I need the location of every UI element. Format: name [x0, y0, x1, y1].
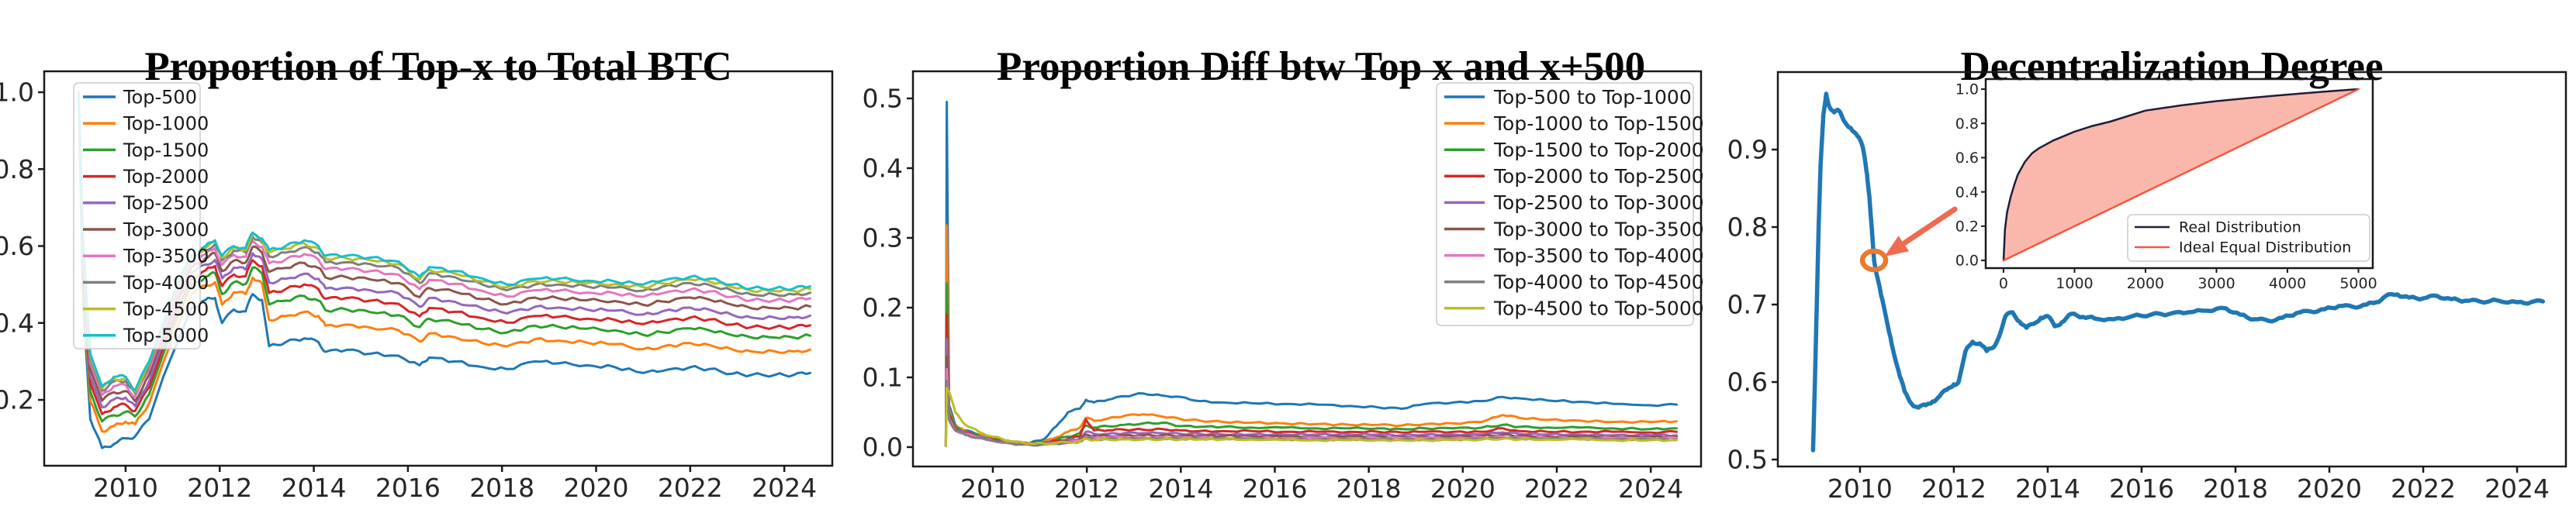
legend-label: Top-1000: [123, 113, 209, 135]
series-line-ideal-equal-distribution: [2002, 88, 2360, 262]
axes-frame: [1984, 77, 2374, 270]
legend-label: Real Distribution: [2179, 219, 2301, 236]
x-tick-label: 2018: [1336, 473, 1402, 504]
x-tick-label: 2012: [1054, 473, 1119, 504]
x-tick-label: 2016: [375, 473, 441, 503]
x-tick-label: 2020: [564, 473, 629, 503]
y-tick-label: 0.6: [0, 231, 34, 261]
x-tick-label: 0: [1999, 275, 2008, 292]
series-line-top-2500-to-top-3000: [944, 338, 1678, 447]
legend-label: Top-2500 to Top-3000: [1493, 191, 1704, 214]
legend-label: Top-1500 to Top-2000: [1493, 139, 1704, 161]
legend-label: Top-500 to Top-1000: [1493, 86, 1692, 108]
y-tick-label: 0.4: [0, 308, 34, 338]
x-tick-label: 2022: [658, 473, 723, 503]
series-line-top-2000: [77, 91, 811, 415]
y-tick-label: 0.2: [0, 385, 34, 415]
legend-label: Top-500: [123, 86, 197, 108]
legend-box: [2127, 214, 2370, 262]
y-tick-label: 0.6: [1727, 367, 1768, 398]
y-tick-label: 0.4: [1955, 184, 1979, 201]
y-tick-label: 0.6: [1955, 150, 1979, 167]
y-tick-label: 0.8: [1727, 212, 1768, 243]
legend-label: Top-1500: [123, 139, 209, 161]
x-tick-label: 2014: [282, 473, 347, 503]
axes-frame: [1776, 71, 2567, 468]
y-tick-label: 1.0: [1955, 81, 1979, 98]
y-tick-label: 0.4: [863, 153, 903, 184]
y-tick-label: 1.0: [0, 77, 34, 108]
x-tick-label: 2014: [1148, 473, 1213, 504]
x-tick-label: 2024: [752, 473, 817, 503]
legend-label: Top-5000: [123, 325, 209, 346]
legend-label: Top-3500 to Top-4000: [1493, 244, 1704, 267]
legend-label: Top-3000 to Top-3500: [1493, 218, 1704, 240]
y-tick-label: 0.8: [1955, 115, 1979, 133]
x-tick-label: 5000: [2339, 275, 2377, 292]
series-line-top-4500-to-top-5000: [944, 387, 1678, 447]
x-tick-label: 2022: [1524, 473, 1589, 504]
y-tick-label: 0.1: [863, 363, 903, 393]
legend-label: Top-2000: [123, 166, 209, 188]
legend-label: Ideal Equal Distribution: [2179, 239, 2351, 256]
x-tick-label: 2010: [1827, 473, 1893, 504]
x-tick-label: 2012: [1921, 473, 1986, 504]
axes-frame: [911, 70, 1703, 468]
legend-label: Top-4000 to Top-4500: [1493, 270, 1704, 293]
y-tick-label: 0.0: [1955, 253, 1979, 270]
chart-title-proportion-diff: Proportion Diff btw Top x and x+500: [997, 43, 1646, 89]
x-tick-label: 2016: [1243, 473, 1308, 504]
x-tick-label: 2020: [1430, 473, 1495, 504]
x-tick-label: 2024: [2484, 473, 2550, 504]
y-tick-label: 0.2: [863, 293, 903, 323]
x-tick-label: 2018: [2203, 473, 2268, 504]
x-tick-label: 2010: [93, 473, 158, 503]
x-tick-label: 2016: [2109, 473, 2174, 504]
y-tick-label: 0.3: [863, 223, 903, 253]
legend-label: Top-3000: [123, 219, 209, 240]
annotation-arrow-head: [1884, 236, 1909, 256]
y-tick-label: 0.5: [863, 84, 903, 114]
legend-label: Top-1000 to Top-1500: [1493, 112, 1704, 135]
x-tick-label: 2024: [1618, 473, 1683, 504]
legend-label: Top-4000: [123, 272, 209, 294]
x-tick-label: 2000: [2127, 275, 2164, 292]
legend-label: Top-4500 to Top-5000: [1493, 298, 1704, 320]
legend-label: Top-2500: [123, 192, 209, 214]
y-tick-label: 0.2: [1955, 219, 1979, 236]
x-tick-label: 2010: [960, 473, 1025, 504]
x-tick-label: 2018: [469, 473, 534, 503]
annotation-arrow-shaft: [1902, 206, 1958, 246]
axes-frame: [43, 70, 834, 467]
y-tick-label: 0.8: [0, 154, 34, 184]
x-tick-label: 4000: [2269, 275, 2306, 292]
y-tick-label: 0.0: [863, 432, 903, 463]
chart-title-decentralization-degree: Decentralization Degree: [1960, 43, 2384, 89]
x-tick-label: 2014: [2015, 473, 2080, 504]
x-tick-label: 2022: [2391, 473, 2456, 504]
y-tick-label: 0.7: [1727, 290, 1768, 320]
highlight-circle-marker: [1859, 248, 1889, 273]
series-line-real-distribution: [2002, 88, 2360, 262]
x-tick-label: 3000: [2197, 275, 2235, 292]
x-tick-label: 1000: [2056, 275, 2093, 292]
x-tick-label: 2012: [187, 473, 252, 503]
series-line-decentralization-degree: [1810, 91, 2546, 453]
y-tick-label: 0.5: [1727, 445, 1768, 475]
legend-label: Top-3500: [123, 246, 209, 267]
legend-box: [1436, 82, 1694, 326]
legend-label: Top-4500: [123, 298, 209, 320]
y-tick-label: 0.9: [1727, 135, 1768, 165]
chart-title-proportion-top-x: Proportion of Top-x to Total BTC: [144, 43, 732, 89]
x-tick-label: 2020: [2297, 473, 2362, 504]
legend-label: Top-2000 to Top-2500: [1493, 165, 1704, 188]
